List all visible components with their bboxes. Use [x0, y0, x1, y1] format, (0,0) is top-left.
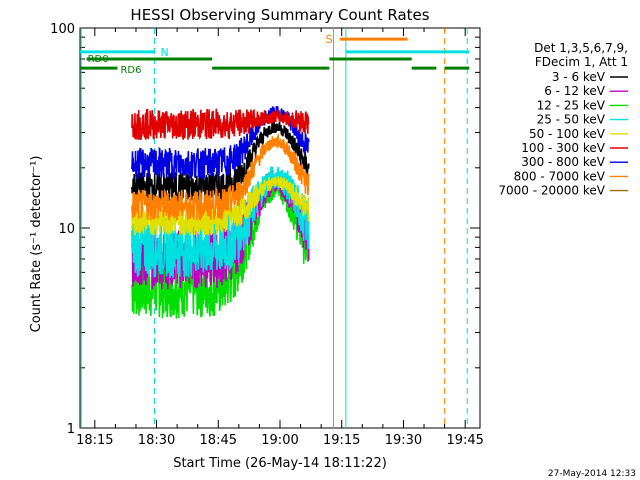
legend-header-line2: FDecim 1, Att 1 — [535, 55, 628, 69]
plot-area: 18:15 18:30 18:45 19:00 19:15 19:30 19:45 1 10 10… — [50, 22, 484, 448]
x-tick-label: 19:30 — [385, 433, 422, 448]
legend-label: 3 - 6 keV — [552, 70, 606, 84]
flag-label-rd6: RD6 — [120, 65, 141, 76]
trace-100-300-kev — [131, 108, 310, 140]
x-axis-label: Start Time (26-May-14 18:11:22) — [173, 456, 387, 471]
y-tick-label: 100 — [50, 22, 75, 37]
timestamp: 27-May-2014 12:33 — [548, 469, 636, 479]
y-tick-label: 10 — [58, 222, 75, 237]
legend-label: 300 - 800 keV — [521, 155, 605, 169]
legend-label: 25 - 50 keV — [537, 113, 606, 127]
x-tick-label: 19:00 — [261, 433, 298, 448]
flag-label-s: S — [326, 33, 333, 46]
chart-title: HESSI Observing Summary Count Rates — [130, 6, 429, 24]
trace-800-7000-kev — [131, 133, 310, 221]
x-tick-label: 19:15 — [323, 433, 360, 448]
flag-label-n: N — [160, 46, 168, 59]
legend: Det 1,3,5,6,7,9,FDecim 1, Att 13 - 6 keV… — [498, 41, 628, 198]
legend-label: 12 - 25 keV — [537, 98, 606, 112]
legend-label: 6 - 12 keV — [544, 84, 606, 98]
flag-label-rd0: RD0 — [88, 54, 109, 65]
legend-label: 50 - 100 keV — [529, 127, 606, 141]
legend-label: 7000 - 20000 keV — [498, 184, 605, 198]
x-tick-label: 18:45 — [200, 433, 237, 448]
legend-label: 800 - 7000 keV — [514, 169, 606, 183]
legend-header-line1: Det 1,3,5,6,7,9, — [534, 41, 628, 55]
legend-label: 100 - 300 keV — [521, 141, 605, 155]
x-tick-label: 18:15 — [76, 433, 113, 448]
x-tick-label: 19:45 — [446, 433, 483, 448]
trace-50-100-kev — [131, 176, 310, 236]
x-tick-label: 18:30 — [138, 433, 175, 448]
y-axis-label: Count Rate (s⁻¹ detector⁻¹) — [29, 156, 44, 333]
y-tick-label: 1 — [67, 422, 75, 437]
